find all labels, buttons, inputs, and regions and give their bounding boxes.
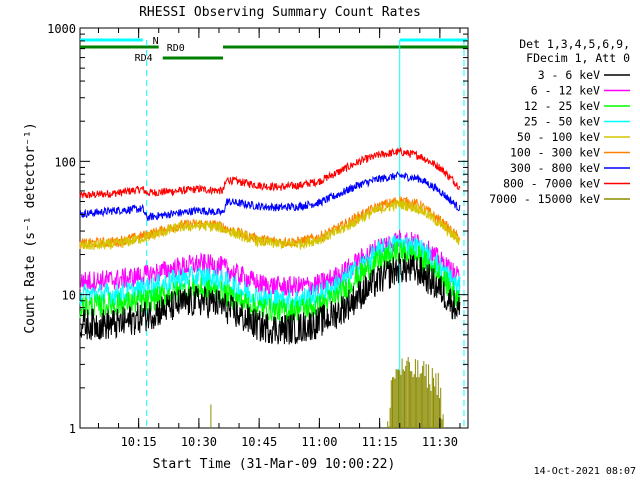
plot-frame [79, 27, 469, 429]
x-tick-label-2: 10:45 [241, 435, 277, 449]
y-tick-label-2: 100 [54, 155, 76, 169]
x-tick-label-5: 11:30 [422, 435, 458, 449]
y-axis-label: Count Rate (s⁻¹ detector⁻¹) [23, 122, 38, 333]
axes: 10:15 10:30 10:45 11:00 11:15 11:30 1 10 100 1000 [47, 22, 468, 449]
series-line-8 [210, 357, 444, 428]
x-tick-label-4: 11:15 [362, 435, 398, 449]
rd4-label: RD4 [135, 53, 153, 64]
legend-header-line-1: Det 1,3,4,5,6,9, [519, 37, 630, 51]
x-tick-label-3: 11:00 [301, 435, 337, 449]
series-line-0 [79, 252, 461, 345]
y-tick-label-0: 1 [69, 422, 76, 436]
series-line-7 [79, 146, 461, 199]
series-line-1 [79, 229, 461, 297]
x-tick-label-1: 10:30 [181, 435, 217, 449]
legend-label-8: 7000 - 15000 keV [489, 192, 600, 206]
legend-label-1: 6 - 12 keV [531, 84, 600, 98]
legend-label-7: 800 - 7000 keV [503, 177, 600, 191]
legend-label-0: 3 - 6 keV [538, 68, 600, 82]
legend-label-4: 50 - 100 keV [517, 130, 600, 144]
y-tick-label-3: 1000 [47, 22, 76, 36]
series-line-4 [79, 199, 461, 251]
plot-area [79, 27, 469, 429]
series-line-2 [79, 241, 461, 323]
series-line-6 [79, 170, 461, 222]
rd0-label: RD0 [167, 43, 185, 54]
legend-header-line-2: FDecim 1, Att 0 [526, 51, 630, 65]
legend: Det 1,3,4,5,6,9, FDecim 1, Att 0 3 - 6 k… [489, 37, 630, 206]
footer-date: 14-Oct-2021 08:07 [534, 466, 636, 477]
legend-label-2: 12 - 25 keV [524, 99, 600, 113]
x-tick-label-0: 10:15 [121, 435, 157, 449]
x-axis-label: Start Time (31-Mar-09 10:00:22) [153, 457, 396, 472]
n-label: N [153, 36, 159, 47]
series-layer [79, 146, 461, 428]
chart-title: RHESSI Observing Summary Count Rates [139, 5, 421, 20]
legend-label-5: 100 - 300 keV [510, 146, 600, 160]
legend-label-6: 300 - 800 keV [510, 161, 600, 175]
legend-label-3: 25 - 50 keV [524, 115, 600, 129]
y-tick-label-1: 10 [62, 289, 76, 303]
